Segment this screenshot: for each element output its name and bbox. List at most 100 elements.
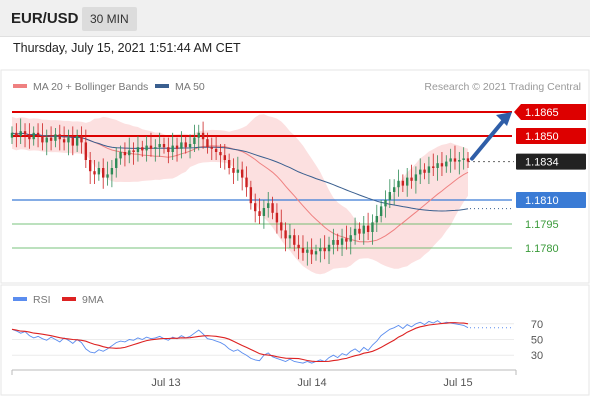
level-label-1.1850: 1.1850 — [525, 131, 559, 143]
candle-body — [106, 174, 109, 178]
candle-body — [310, 249, 313, 255]
ma20-legend-label: MA 20 + Bollinger Bands — [33, 81, 148, 93]
candle-body — [280, 222, 283, 231]
timestamp: Thursday, July 15, 2021 1:51:44 AM CET — [13, 41, 241, 55]
candle-body — [123, 152, 127, 156]
candle-body — [45, 137, 48, 143]
candle-body — [136, 147, 140, 152]
level-label-1.1810: 1.1810 — [525, 195, 559, 207]
candle-body — [453, 158, 457, 162]
candle-body — [410, 177, 413, 181]
forecast-arrow-head — [496, 112, 512, 126]
candle-body — [75, 136, 79, 146]
candle-body — [375, 216, 378, 223]
candle-body — [162, 144, 166, 148]
level-label-1.1834: 1.1834 — [525, 157, 559, 169]
candle-body — [432, 166, 435, 168]
candle-body — [245, 177, 248, 188]
rsi-panel-frame — [0, 284, 590, 396]
key-levels — [12, 111, 514, 249]
rsi-panel: 70 50 30 — [11, 319, 543, 364]
candle-body — [462, 158, 465, 160]
candle-body — [149, 145, 153, 149]
candle-body — [449, 158, 452, 162]
candle-body — [219, 152, 222, 156]
candle-body — [262, 208, 266, 216]
candle-body — [197, 132, 200, 138]
candle-body — [353, 228, 357, 236]
candle-body — [445, 161, 448, 167]
level-label-1.1795: 1.1795 — [525, 219, 559, 231]
candle-body — [201, 132, 205, 140]
candle-body — [132, 150, 135, 152]
candle-body — [392, 187, 396, 192]
rsi-tick-50: 50 — [531, 335, 543, 347]
candle-body — [297, 244, 300, 248]
candle-body — [102, 168, 105, 178]
candle-body — [414, 174, 418, 181]
level-tag-1.1810 — [516, 192, 586, 208]
level-labels: 1.1865 1.1850 1.1834 1.1810 1.1795 1.1780 — [514, 104, 586, 255]
timeframe-button[interactable]: 30 MIN — [82, 7, 137, 31]
candle-body — [458, 160, 461, 162]
symbol-title: EUR/USD — [11, 10, 79, 27]
candle-body — [54, 134, 57, 141]
candle-body — [41, 136, 44, 143]
rsi-legend-label: RSI — [33, 294, 51, 306]
candle-body — [293, 235, 296, 245]
rsi-legend-swatch — [13, 297, 27, 301]
ma50-line — [11, 132, 469, 212]
candle-body — [71, 137, 74, 146]
candle-body — [80, 136, 83, 143]
candle-body — [401, 180, 405, 186]
ma9-legend-label: 9MA — [82, 294, 104, 306]
candle-body — [206, 139, 209, 148]
candle-body — [49, 137, 53, 141]
candle-body — [284, 230, 287, 239]
candle-body — [267, 203, 270, 208]
candle-body — [388, 192, 392, 200]
forecast-arrow — [470, 112, 512, 161]
candle-body — [154, 147, 157, 149]
level-tag-1.1850 — [516, 128, 586, 144]
candle-body — [188, 144, 192, 148]
candle-body — [336, 240, 339, 245]
x-tick-label: Jul 15 — [443, 377, 472, 389]
candle-body — [236, 169, 240, 173]
credit-text: Research © 2021 Trading Central — [424, 81, 581, 93]
candle-body — [436, 163, 439, 168]
candles — [10, 118, 470, 266]
level-label-1.1865: 1.1865 — [525, 107, 559, 119]
candle-body — [427, 166, 431, 173]
candle-body — [419, 169, 422, 175]
candle-body — [193, 137, 196, 144]
candle-body — [379, 206, 383, 216]
candle-body — [345, 238, 348, 242]
ma9-legend-swatch — [62, 297, 76, 301]
candle-body — [466, 158, 470, 162]
candle-body — [141, 147, 144, 151]
candle-body — [271, 203, 274, 213]
candle-body — [19, 131, 22, 136]
candle-body — [145, 145, 148, 151]
candle-body — [275, 212, 279, 223]
candle-body — [254, 203, 257, 212]
candle-body — [67, 137, 70, 143]
ma20-legend-swatch — [13, 84, 27, 88]
moving-averages — [11, 132, 514, 243]
x-tick-label: Jul 13 — [151, 377, 180, 389]
ma50-legend-label: MA 50 — [175, 81, 205, 93]
rsi-tick-70: 70 — [531, 319, 543, 331]
candle-body — [97, 168, 101, 175]
candle-body — [397, 180, 400, 188]
candle-body — [210, 147, 213, 149]
candle-body — [119, 152, 122, 159]
candle-body — [214, 148, 218, 152]
x-axis: Jul 13 Jul 14 Jul 15 — [11, 369, 517, 389]
level-label-1.1780: 1.1780 — [525, 243, 559, 255]
candle-body — [332, 240, 335, 245]
candle-body — [223, 155, 226, 160]
forecast-arrow-shaft — [470, 118, 506, 161]
candle-body — [128, 150, 131, 156]
candle-body — [240, 169, 244, 178]
